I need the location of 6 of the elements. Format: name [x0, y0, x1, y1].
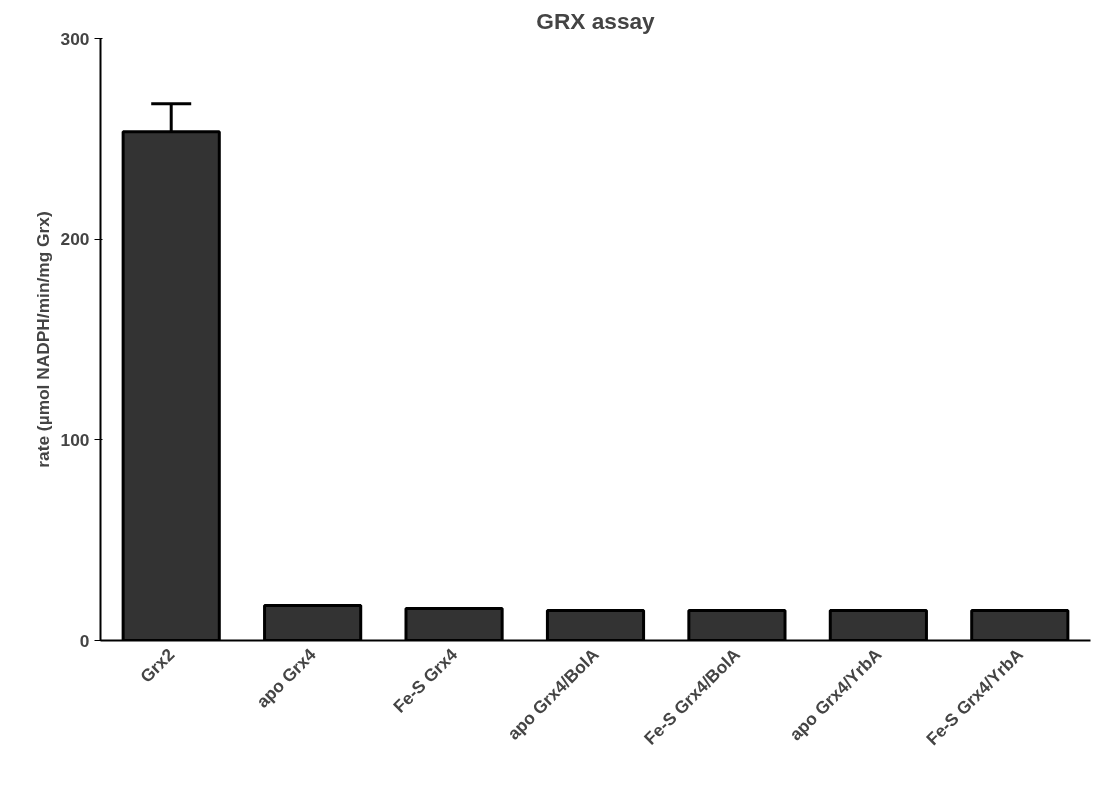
y-tick-label: 100: [60, 429, 90, 450]
y-tick-label: 200: [60, 229, 90, 250]
y-tick-label: 300: [60, 28, 90, 49]
y-axis-title: rate (µmol NADPH/min/mg Grx): [32, 211, 53, 468]
chart-title: GRX assay: [536, 7, 656, 34]
y-tick-label: 0: [79, 630, 90, 651]
